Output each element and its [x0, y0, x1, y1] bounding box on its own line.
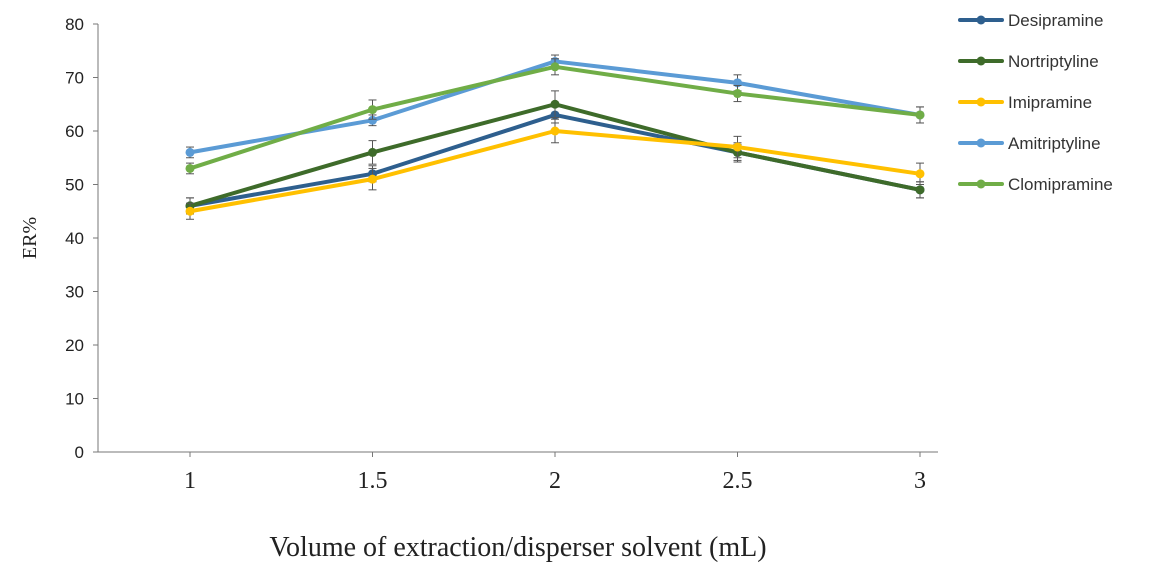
data-point — [368, 147, 377, 157]
legend-swatch-marker — [976, 138, 986, 148]
y-tick-label: 50 — [65, 176, 84, 195]
x-tick-label: 1 — [184, 468, 196, 494]
data-point — [368, 105, 377, 115]
legend-swatch-marker — [976, 56, 986, 66]
data-point — [733, 89, 742, 99]
legend-item: Amitriptyline — [958, 134, 1101, 153]
legend-item: Imipramine — [958, 93, 1092, 112]
x-tick-label: 2 — [549, 468, 561, 494]
series-layer — [185, 54, 925, 220]
data-point — [550, 99, 560, 109]
legend: Desipramine Nortriptyline Imipramine Amitri… — [958, 11, 1113, 194]
legend-item: Nortriptyline — [958, 52, 1099, 71]
y-tick-label: 10 — [65, 390, 84, 409]
data-point — [915, 110, 925, 120]
series-imipramine — [185, 118, 925, 220]
y-tick-label: 20 — [65, 336, 84, 355]
y-tick-label: 80 — [65, 15, 84, 34]
x-tick-label: 1.5 — [358, 468, 388, 494]
data-point — [915, 185, 925, 195]
data-point — [185, 206, 195, 216]
legend-label: Desipramine — [1008, 11, 1103, 30]
legend-swatch-marker — [976, 15, 986, 25]
data-point — [185, 147, 195, 157]
data-point — [368, 115, 377, 125]
data-point — [185, 163, 195, 173]
legend-label: Imipramine — [1008, 93, 1092, 112]
legend-label: Amitriptyline — [1008, 134, 1101, 153]
axes: 0 10 20 30 40 50 60 70 80 1 1.5 2 2.5 3 — [65, 15, 938, 494]
series-nortriptyline — [185, 90, 925, 215]
data-point — [550, 62, 560, 72]
legend-label: Clomipramine — [1008, 175, 1113, 194]
series-clomipramine — [185, 58, 925, 175]
legend-item: Desipramine — [958, 11, 1103, 30]
y-tick-label: 30 — [65, 283, 84, 302]
legend-label: Nortriptyline — [1008, 52, 1099, 71]
y-tick-label: 70 — [65, 69, 84, 88]
legend-swatch-marker — [976, 97, 986, 107]
y-axis-label: ER% — [19, 217, 41, 259]
y-tick-label: 40 — [65, 229, 84, 248]
x-tick-label: 2.5 — [723, 468, 753, 494]
x-tick-label: 3 — [914, 468, 926, 494]
legend-item: Clomipramine — [958, 175, 1113, 194]
x-axis-label: Volume of extraction/disperser solvent (… — [269, 532, 766, 563]
legend-swatch-marker — [976, 179, 986, 189]
data-point — [915, 169, 925, 179]
data-point — [733, 142, 742, 152]
data-point — [550, 126, 560, 136]
y-tick-label: 60 — [65, 122, 84, 141]
data-point — [368, 174, 377, 184]
y-tick-label: 0 — [75, 443, 84, 462]
